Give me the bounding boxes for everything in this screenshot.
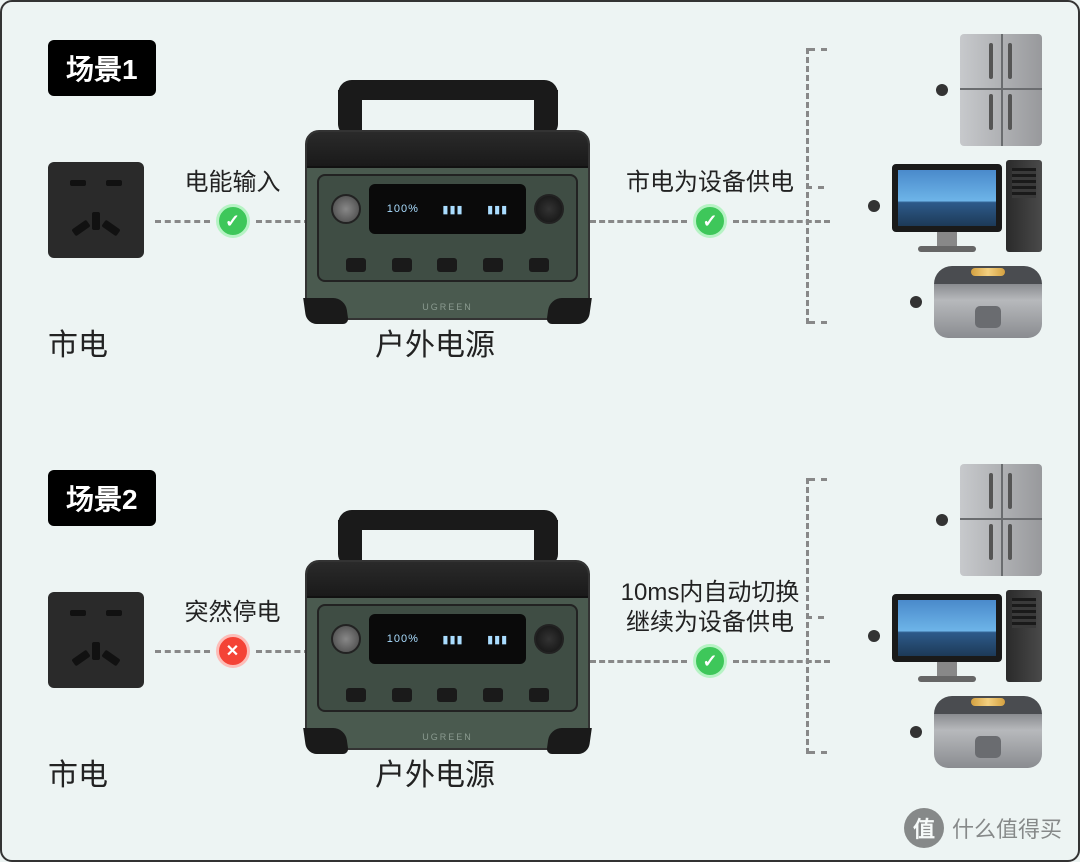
conn-1-right-text: 市电为设备供电 [590,168,830,198]
conn-1-left: 电能输入 [155,168,310,238]
appliances-group [830,464,1042,768]
check-icon [216,204,250,238]
conn-2-left-text: 突然停电 [155,598,310,628]
rice-cooker-icon [934,266,1042,338]
station-label: 户外电源 [375,750,495,794]
mains-outlet-icon [48,162,144,258]
desktop-computer-icon [892,590,1042,682]
lcd-readout: 100% [387,203,419,215]
fridge-icon [960,34,1042,146]
watermark-text: 什么值得买 [952,812,1062,844]
watermark-badge-icon: 值 [904,808,944,848]
outlet-label: 市电 [48,320,108,364]
conn-2-right-text: 10ms内自动切换 继续为设备供电 [590,578,830,638]
station-label: 户外电源 [375,320,495,364]
check-icon [693,644,727,678]
cross-icon [216,634,250,668]
power-station-icon: 100%▮▮▮▮▮▮ UGREEN [305,80,590,320]
watermark: 值 什么值得买 [904,808,1062,848]
fridge-icon [960,464,1042,576]
brand-text: UGREEN [422,732,473,742]
lcd-readout: 100% [387,633,419,645]
scene-2-badge: 场景2 [48,470,156,526]
conn-2-left: 突然停电 [155,598,310,668]
scenario-2: 场景2 市电 突然停电 100%▮▮▮▮▮▮ UGREEN 户外电源 10ms内… [0,470,1080,840]
mains-outlet-icon [48,592,144,688]
rice-cooker-icon [934,696,1042,768]
brand-text: UGREEN [422,302,473,312]
desktop-computer-icon [892,160,1042,252]
outlet-label: 市电 [48,750,108,794]
scenario-1: 场景1 市电 电能输入 100%▮▮▮▮▮▮ UGREEN 户外电源 市电为设备… [0,40,1080,410]
appliances-group [830,34,1042,338]
scene-1-badge: 场景1 [48,40,156,96]
conn-1-left-text: 电能输入 [155,168,310,198]
check-icon [693,204,727,238]
conn-2-right: 10ms内自动切换 继续为设备供电 [590,578,830,678]
power-station-icon: 100%▮▮▮▮▮▮ UGREEN [305,510,590,750]
conn-1-right: 市电为设备供电 [590,168,830,238]
